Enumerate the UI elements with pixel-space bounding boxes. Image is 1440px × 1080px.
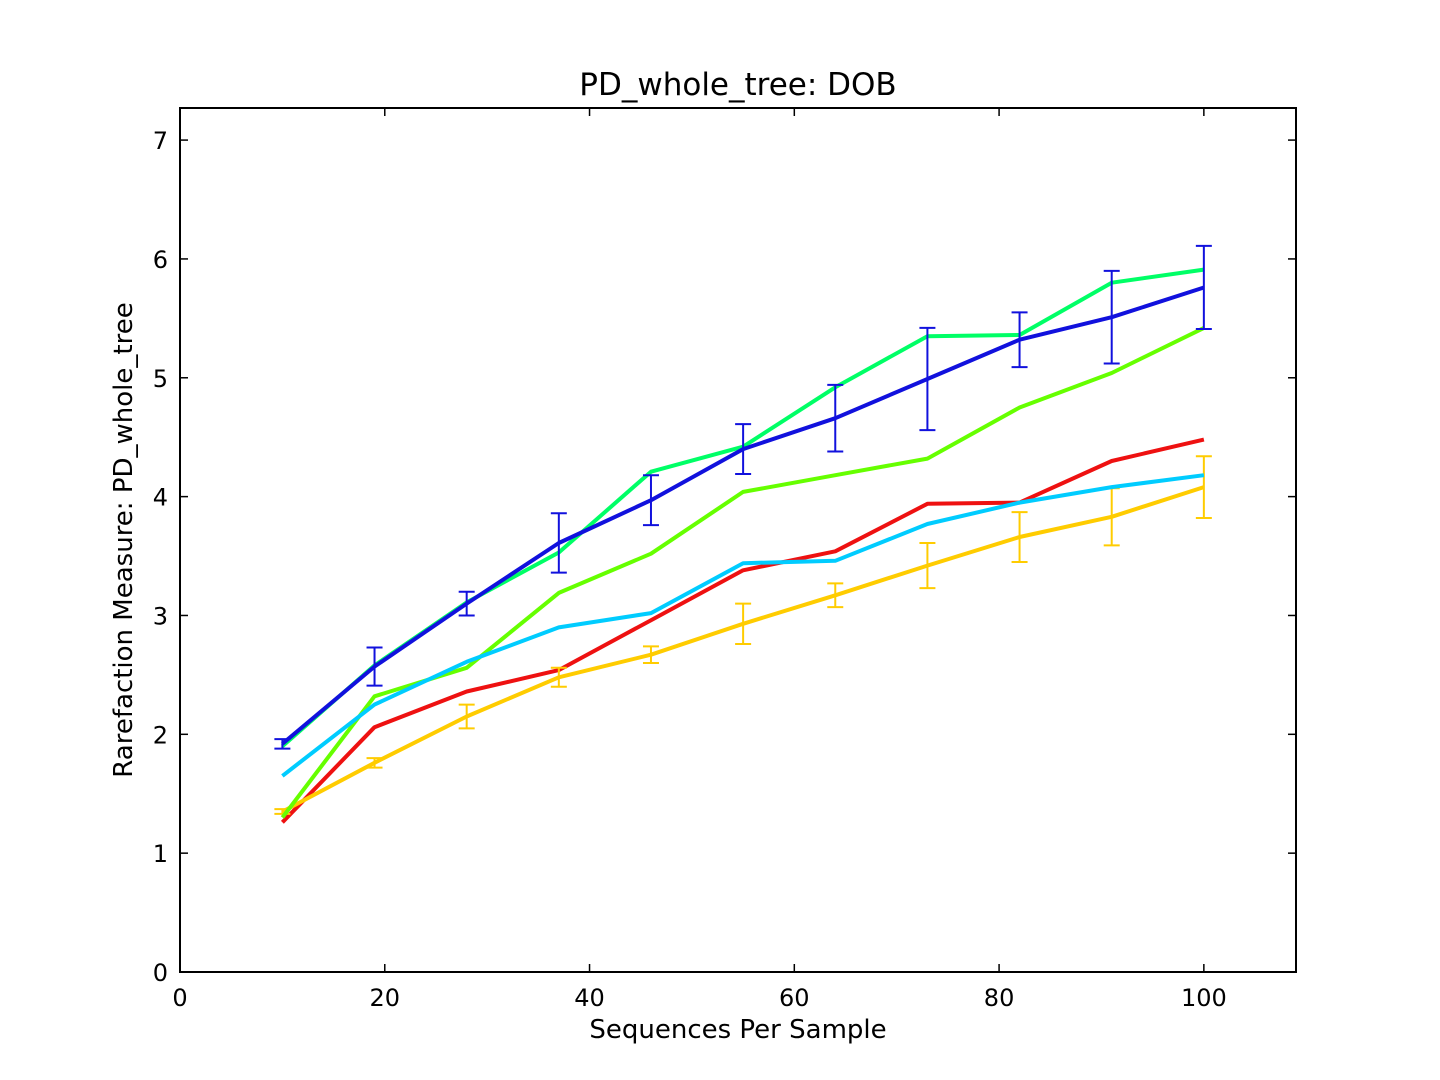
y-tick-label: 5 xyxy=(153,365,168,393)
y-tick-label: 6 xyxy=(153,246,168,274)
x-tick-label: 60 xyxy=(779,984,810,1012)
y-tick-label: 0 xyxy=(153,959,168,987)
series-line-1 xyxy=(280,437,1205,824)
y-tick-label: 3 xyxy=(153,602,168,630)
series-line-4 xyxy=(281,473,1205,778)
x-tick-label: 40 xyxy=(574,984,605,1012)
x-tick-label: 20 xyxy=(369,984,400,1012)
y-tick-label: 4 xyxy=(153,484,168,512)
x-tick-label: 0 xyxy=(172,984,187,1012)
plot-area: 0 20 40 60 80 100 0 1 2 3 4 5 6 7 xyxy=(153,107,1297,1012)
y-tick-label: 7 xyxy=(153,127,168,155)
chart-title: PD_whole_tree: DOB xyxy=(579,67,896,103)
x-axis-label: Sequences Per Sample xyxy=(589,1015,886,1045)
x-tick-label: 100 xyxy=(1181,984,1227,1012)
y-tick-label: 1 xyxy=(153,840,168,868)
y-axis-label: Rarefaction Measure: PD_whole_tree xyxy=(109,302,139,777)
plot-frame xyxy=(179,107,1297,973)
x-tick-label: 80 xyxy=(984,984,1015,1012)
y-tick-label: 2 xyxy=(153,721,168,749)
